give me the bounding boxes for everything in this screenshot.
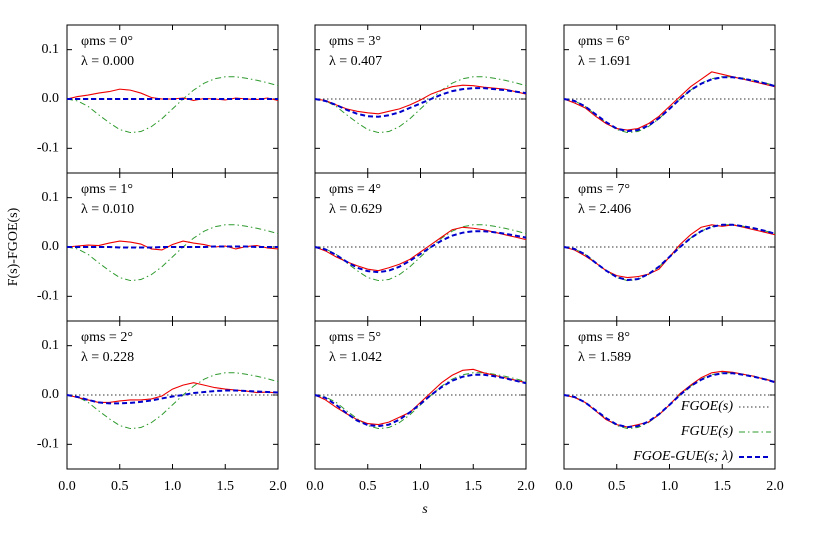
annotation: λ = 0.228 <box>81 350 134 365</box>
annotation: λ = 1.042 <box>329 350 382 365</box>
series-line <box>563 71 776 131</box>
y-tick-label: 0.1 <box>42 338 60 353</box>
x-tick-label: 1.5 <box>465 479 483 494</box>
x-tick-label: 2.0 <box>269 479 287 494</box>
annotation: φms = 3° <box>329 34 381 49</box>
x-tick-label: 1.5 <box>714 479 732 494</box>
y-tick-label: 0.0 <box>42 239 60 254</box>
series-line <box>314 226 527 272</box>
annotation: φms = 7° <box>578 182 630 197</box>
annotation: λ = 1.691 <box>578 54 631 69</box>
series-line <box>66 372 279 430</box>
series-line <box>314 230 527 274</box>
series-line <box>563 223 776 282</box>
series-line <box>563 76 776 134</box>
series-line <box>67 245 278 249</box>
x-tick-label: 0.5 <box>359 479 377 494</box>
x-tick-label: 1.5 <box>217 479 235 494</box>
x-tick-label: 2.0 <box>517 479 535 494</box>
x-tick-label: 0.0 <box>306 479 324 494</box>
x-axis-label: s <box>422 502 428 517</box>
annotation: φms = 6° <box>578 34 630 49</box>
y-tick-label: 0.1 <box>42 42 60 57</box>
series-line <box>563 224 776 282</box>
series-line <box>314 76 527 134</box>
x-tick-label: 0.0 <box>555 479 573 494</box>
x-tick-label: 1.0 <box>164 479 182 494</box>
y-tick-label: 0.1 <box>42 190 60 205</box>
series-line <box>314 224 527 282</box>
series-line <box>66 240 279 251</box>
series-line <box>314 368 527 426</box>
x-tick-label: 2.0 <box>766 479 784 494</box>
series-line <box>314 87 527 118</box>
annotation: λ = 0.010 <box>81 202 134 217</box>
x-tick-label: 0.5 <box>111 479 129 494</box>
y-tick-label: 0.0 <box>42 387 60 402</box>
x-tick-label: 0.5 <box>608 479 626 494</box>
series-line <box>563 372 776 430</box>
series-line <box>563 76 776 133</box>
annotation: φms = 1° <box>81 182 133 197</box>
legend-label: FGOE(s) <box>680 399 733 414</box>
y-axis-label: F(s)-FGOE(s) <box>6 207 21 286</box>
annotation: λ = 0.629 <box>329 202 382 217</box>
series-line <box>563 224 776 279</box>
y-tick-label: -0.1 <box>37 289 59 304</box>
annotation: φms = 5° <box>329 330 381 345</box>
legend-label: FGOE-GUE(s; λ) <box>632 449 733 464</box>
series-line <box>314 372 527 430</box>
annotation: λ = 0.407 <box>329 54 382 69</box>
x-tick-label: 1.0 <box>661 479 679 494</box>
annotation: φms = 4° <box>329 182 381 197</box>
x-tick-label: 0.0 <box>58 479 76 494</box>
series-line <box>66 76 279 134</box>
annotation: φms = 2° <box>81 330 133 345</box>
annotation: λ = 2.406 <box>578 202 631 217</box>
series-line <box>563 372 776 429</box>
annotation: φms = 0° <box>81 34 133 49</box>
series-line <box>66 389 279 405</box>
x-tick-label: 1.0 <box>412 479 430 494</box>
annotation: λ = 1.589 <box>578 350 631 365</box>
y-tick-label: -0.1 <box>37 437 59 452</box>
series-line <box>314 373 527 428</box>
y-tick-label: 0.0 <box>42 91 60 106</box>
annotation: φms = 8° <box>578 330 630 345</box>
legend-label: FGUE(s) <box>680 424 733 439</box>
annotation: λ = 0.000 <box>81 54 134 69</box>
series-line <box>66 382 279 403</box>
series-line <box>66 224 279 282</box>
series-line <box>563 370 776 428</box>
y-tick-label: -0.1 <box>37 141 59 156</box>
series-line <box>314 84 527 115</box>
